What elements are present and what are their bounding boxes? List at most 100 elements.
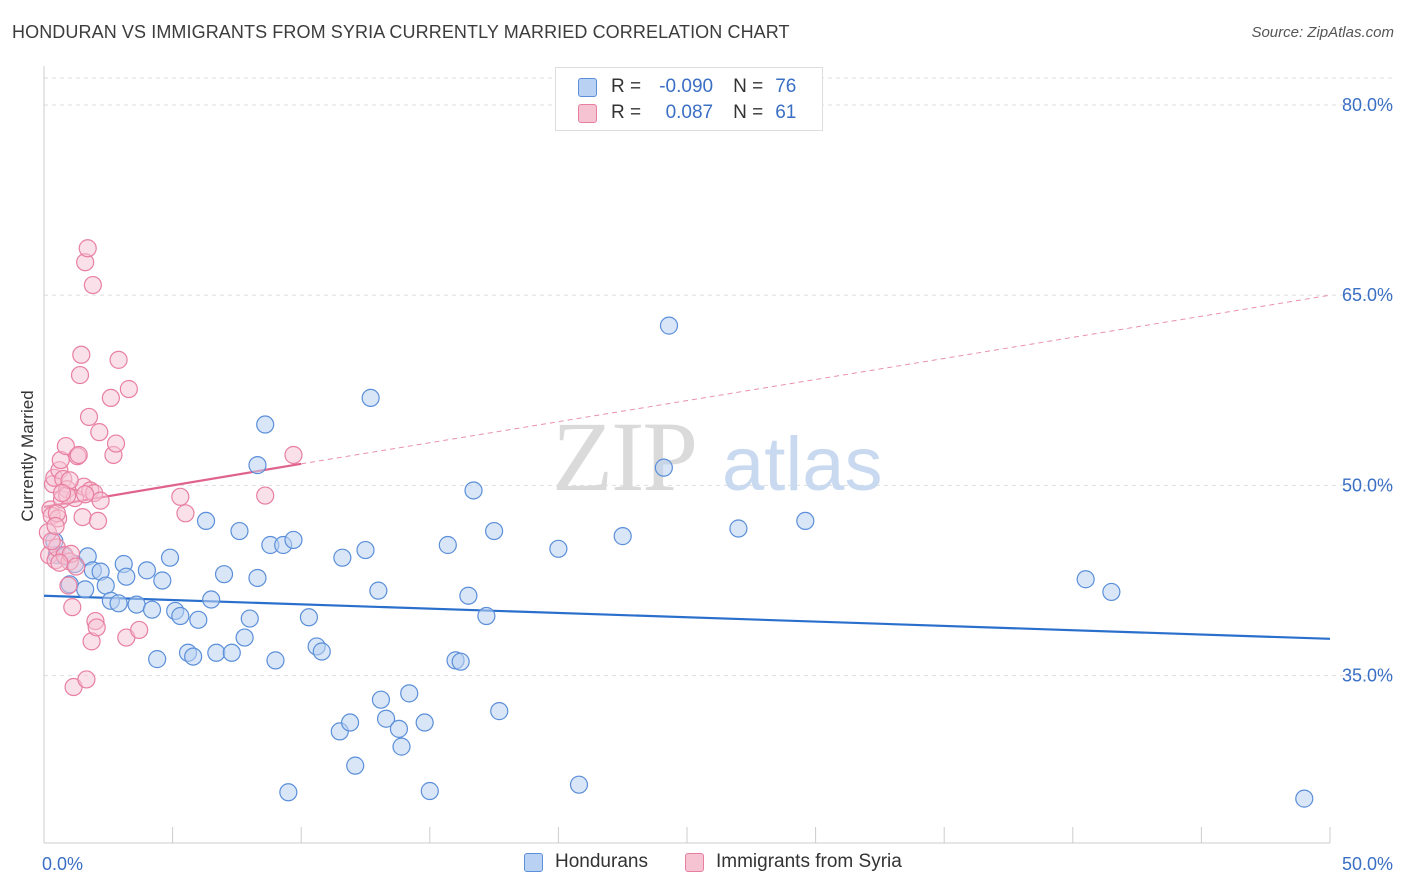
legend-label-hondurans: Hondurans (555, 851, 648, 872)
data-point-hondurans (248, 568, 267, 588)
tick-labels: 80.0% 65.0% 50.0% 35.0% 0.0% 50.0% (42, 95, 1393, 874)
data-point-hondurans (569, 775, 589, 794)
data-point-hondurans (171, 606, 190, 626)
data-point-hondurans (490, 702, 509, 721)
data-point-syria (130, 620, 149, 640)
legend-n-value: 76 (775, 76, 797, 97)
data-point-syria (50, 553, 69, 572)
data-point-hondurans (284, 530, 303, 550)
data-point-hondurans (76, 580, 95, 599)
data-point-hondurans (189, 610, 208, 629)
grid-lines (44, 77, 1395, 677)
data-point-hondurans (400, 684, 419, 703)
legend-n-label: N = (733, 102, 764, 123)
data-point-syria (256, 486, 275, 505)
legend-row-syria: R = 0.087 N = 61 (578, 101, 796, 125)
data-point-hondurans (371, 690, 391, 709)
data-point-hondurans (240, 609, 259, 628)
data-point-syria (106, 434, 126, 453)
data-point-syria (63, 598, 82, 617)
legend-item-syria: Immigrants from Syria (685, 851, 902, 873)
data-point-hondurans (160, 548, 180, 567)
data-point-hondurans (214, 565, 234, 584)
trend-extension-syria (301, 294, 1331, 465)
data-point-hondurans (389, 719, 409, 738)
data-point-hondurans (148, 650, 167, 669)
data-point-hondurans (333, 548, 352, 567)
data-point-hondurans (207, 643, 226, 662)
data-point-hondurans (196, 511, 216, 531)
data-point-hondurans (340, 713, 360, 732)
data-point-hondurans (459, 586, 478, 605)
data-point-hondurans (451, 652, 470, 671)
y-tick-label: 50.0% (1342, 475, 1393, 495)
hondurans-points (45, 316, 1314, 808)
series-legend: Hondurans Immigrants from Syria (0, 851, 1406, 877)
data-point-hondurans (438, 535, 457, 555)
data-point-syria (77, 670, 96, 689)
data-point-hondurans (729, 519, 748, 538)
data-point-hondurans (299, 608, 319, 627)
data-point-hondurans (137, 561, 156, 580)
legend-label-syria: Immigrants from Syria (716, 851, 902, 872)
data-point-hondurans (109, 594, 128, 613)
legend-r-value: 0.087 (665, 102, 714, 123)
data-point-hondurans (230, 521, 249, 541)
data-point-syria (284, 445, 303, 465)
data-point-syria (73, 508, 92, 527)
trend-line-hondurans (43, 594, 1331, 640)
y-tick-label: 35.0% (1342, 666, 1393, 686)
data-point-syria (79, 407, 99, 427)
data-point-hondurans (96, 576, 115, 595)
data-point-hondurans (202, 590, 221, 609)
data-point-syria (76, 485, 95, 504)
data-point-hondurans (1102, 582, 1121, 602)
data-point-hondurans (142, 600, 162, 619)
data-point-hondurans (266, 651, 285, 670)
data-point-hondurans (279, 783, 298, 802)
data-point-hondurans (235, 628, 254, 647)
data-point-hondurans (796, 511, 815, 531)
data-point-syria (67, 557, 86, 576)
data-point-syria (42, 532, 61, 551)
data-point-hondurans (248, 456, 267, 475)
data-point-hondurans (549, 539, 568, 558)
data-point-hondurans (117, 567, 136, 586)
data-point-hondurans (376, 709, 396, 728)
data-point-hondurans (659, 316, 679, 335)
data-point-syria (78, 239, 97, 258)
watermark-atlas: atlas (722, 422, 883, 507)
data-point-hondurans (153, 571, 172, 590)
legend-n-value: 61 (775, 102, 797, 123)
data-point-syria (87, 618, 106, 637)
data-point-hondurans (392, 737, 411, 756)
data-point-syria (171, 487, 190, 506)
data-point-hondurans (1295, 789, 1314, 808)
legend-item-hondurans: Hondurans (524, 851, 648, 873)
data-point-hondurans (420, 781, 439, 801)
data-point-hondurans (127, 595, 146, 614)
legend-r-label: R = (611, 102, 642, 123)
data-point-hondurans (1076, 570, 1095, 589)
legend-r-label: R = (611, 76, 642, 97)
data-point-syria (119, 379, 138, 399)
correlation-legend: R = -0.090 N = 76 R = 0.087 N = 61 (555, 67, 823, 131)
data-point-syria (59, 576, 78, 595)
data-point-hondurans (464, 481, 483, 500)
data-point-syria (52, 483, 72, 503)
data-point-hondurans (613, 527, 632, 546)
y-axis-label: Currently Married (18, 390, 37, 521)
syria-points (38, 239, 303, 697)
legend-n-label: N = (733, 76, 764, 97)
y-tick-label: 65.0% (1342, 285, 1393, 305)
data-point-hondurans (361, 388, 380, 407)
legend-swatch-pink (578, 103, 597, 123)
data-point-syria (176, 504, 195, 523)
legend-r-value: -0.090 (659, 76, 714, 97)
x-tick-label: 0.0% (42, 854, 83, 874)
data-point-syria (88, 511, 108, 531)
data-point-syria (46, 516, 65, 536)
data-point-syria (90, 423, 109, 442)
data-point-hondurans (312, 642, 331, 661)
